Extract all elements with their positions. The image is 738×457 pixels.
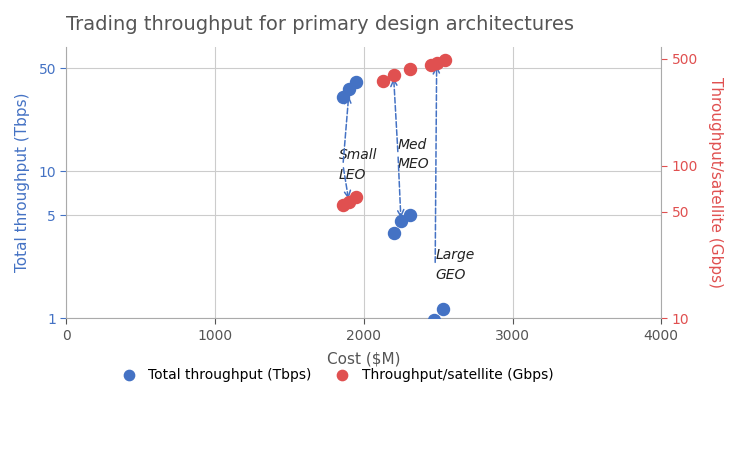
- Point: [343, 85, 355, 93]
- Point: [337, 93, 349, 101]
- Point: [422, 328, 434, 335]
- Point: [428, 317, 440, 324]
- Point: [437, 306, 449, 313]
- X-axis label: Cost ($M): Cost ($M): [327, 351, 401, 366]
- Point: [404, 65, 415, 73]
- Legend: Total throughput (Tbps), Throughput/satellite (Gbps): Total throughput (Tbps), Throughput/sate…: [109, 362, 559, 388]
- Text: Trading throughput for primary design architectures: Trading throughput for primary design ar…: [66, 15, 574, 34]
- Point: [351, 79, 362, 86]
- Text: Med
MEO: Med MEO: [398, 138, 430, 171]
- Text: Large
GEO: Large GEO: [435, 249, 475, 282]
- Point: [387, 72, 399, 79]
- Point: [395, 217, 407, 224]
- Point: [377, 77, 389, 84]
- Point: [337, 202, 349, 209]
- Y-axis label: Total throughput (Tbps): Total throughput (Tbps): [15, 93, 30, 272]
- Y-axis label: Throughput/satellite (Gbps): Throughput/satellite (Gbps): [708, 77, 723, 288]
- Text: Small
LEO: Small LEO: [339, 148, 377, 182]
- Point: [343, 198, 355, 205]
- Point: [351, 194, 362, 201]
- Point: [387, 229, 399, 237]
- Point: [439, 57, 451, 64]
- Point: [431, 59, 443, 67]
- Point: [425, 61, 437, 69]
- Point: [404, 212, 415, 219]
